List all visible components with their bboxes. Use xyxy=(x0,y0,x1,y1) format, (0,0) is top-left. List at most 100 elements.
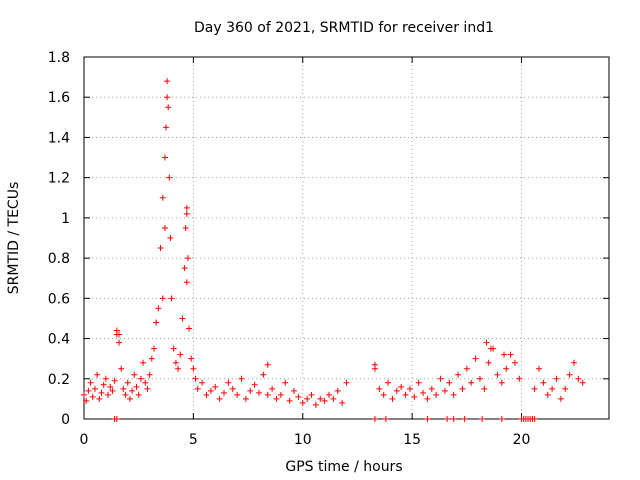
data-point xyxy=(175,365,182,372)
data-point xyxy=(229,385,236,392)
data-point xyxy=(299,399,306,406)
data-point xyxy=(161,154,168,161)
data-point xyxy=(371,416,378,422)
data-point xyxy=(483,339,490,346)
data-point xyxy=(194,385,201,392)
data-point xyxy=(468,379,475,386)
x-tick-label: 20 xyxy=(513,432,531,448)
data-point xyxy=(126,395,133,402)
data-point xyxy=(382,416,389,422)
data-point xyxy=(159,295,166,302)
data-point xyxy=(343,379,350,386)
chart-title: Day 360 of 2021, SRMTID for receiver ind… xyxy=(194,20,494,36)
data-point xyxy=(212,383,219,390)
y-tick-label: 0 xyxy=(61,412,70,428)
data-point xyxy=(105,391,112,398)
data-point xyxy=(531,416,538,422)
data-point xyxy=(308,391,315,398)
data-point xyxy=(544,391,551,398)
data-point xyxy=(536,365,542,372)
data-point xyxy=(146,371,153,378)
data-point xyxy=(433,391,440,398)
data-point xyxy=(155,305,162,312)
data-point xyxy=(273,395,280,402)
data-point xyxy=(100,381,107,388)
data-point xyxy=(186,325,192,332)
data-point xyxy=(424,395,431,402)
y-tick-label: 1.4 xyxy=(48,130,70,146)
plot-frame xyxy=(83,56,610,420)
data-point xyxy=(507,351,514,358)
axis-ticks: 0 0.2 0.4 0.6 0.8 1 1.2 1.4 1.6 1.8 0 5 10 15 20 xyxy=(48,50,609,448)
x-axis-label: GPS time / hours xyxy=(285,459,402,475)
data-point xyxy=(159,194,166,201)
x-tick-label: 0 xyxy=(80,432,89,448)
y-tick-label: 0.6 xyxy=(48,291,70,307)
data-point xyxy=(498,416,505,422)
data-point xyxy=(168,295,175,302)
data-point xyxy=(203,391,210,398)
data-point xyxy=(260,371,267,378)
data-point xyxy=(251,381,258,388)
data-point xyxy=(98,389,105,396)
data-point xyxy=(148,355,155,362)
data-point xyxy=(441,387,448,394)
data-point xyxy=(81,391,87,398)
data-point xyxy=(498,379,505,386)
data-point xyxy=(133,383,140,390)
data-point xyxy=(481,385,488,392)
data-point xyxy=(424,416,431,422)
data-point xyxy=(157,245,164,252)
data-point xyxy=(87,379,94,386)
data-point xyxy=(181,265,188,272)
data-point xyxy=(164,78,171,85)
y-tick-label: 0.8 xyxy=(48,251,70,267)
data-point xyxy=(172,359,179,366)
data-point xyxy=(109,387,116,394)
data-point xyxy=(402,391,409,398)
data-point xyxy=(131,371,138,378)
data-point xyxy=(183,204,190,211)
data-point xyxy=(579,379,586,386)
data-point xyxy=(450,391,457,398)
data-point xyxy=(238,375,245,382)
data-point xyxy=(291,387,297,394)
data-point xyxy=(96,395,103,402)
data-point xyxy=(380,391,387,398)
data-point xyxy=(247,387,254,394)
data-point xyxy=(516,375,523,382)
data-point xyxy=(89,393,96,400)
data-point xyxy=(144,385,151,392)
data-point xyxy=(107,383,114,390)
data-point xyxy=(557,395,564,402)
data-point xyxy=(122,391,129,398)
data-point xyxy=(415,379,422,386)
data-point xyxy=(264,391,271,398)
data-point xyxy=(116,339,122,346)
data-point xyxy=(216,395,223,402)
data-point xyxy=(376,385,383,392)
data-points xyxy=(81,78,586,422)
data-point xyxy=(420,389,427,396)
data-point xyxy=(269,385,276,392)
data-point xyxy=(463,365,470,372)
data-point xyxy=(183,210,190,217)
data-point xyxy=(476,375,483,382)
y-tick-label: 1 xyxy=(61,211,70,227)
data-point xyxy=(389,395,396,402)
data-point xyxy=(549,385,556,392)
data-point xyxy=(221,389,227,396)
data-point xyxy=(85,387,92,394)
data-point xyxy=(129,387,136,394)
data-point xyxy=(116,331,122,338)
data-point xyxy=(371,361,378,368)
data-point xyxy=(304,395,311,402)
y-tick-label: 1.6 xyxy=(48,90,70,106)
data-point xyxy=(183,279,190,286)
data-point xyxy=(575,375,582,382)
data-point xyxy=(153,319,160,326)
data-point xyxy=(428,385,435,392)
data-point xyxy=(161,224,168,231)
data-point xyxy=(177,351,184,358)
